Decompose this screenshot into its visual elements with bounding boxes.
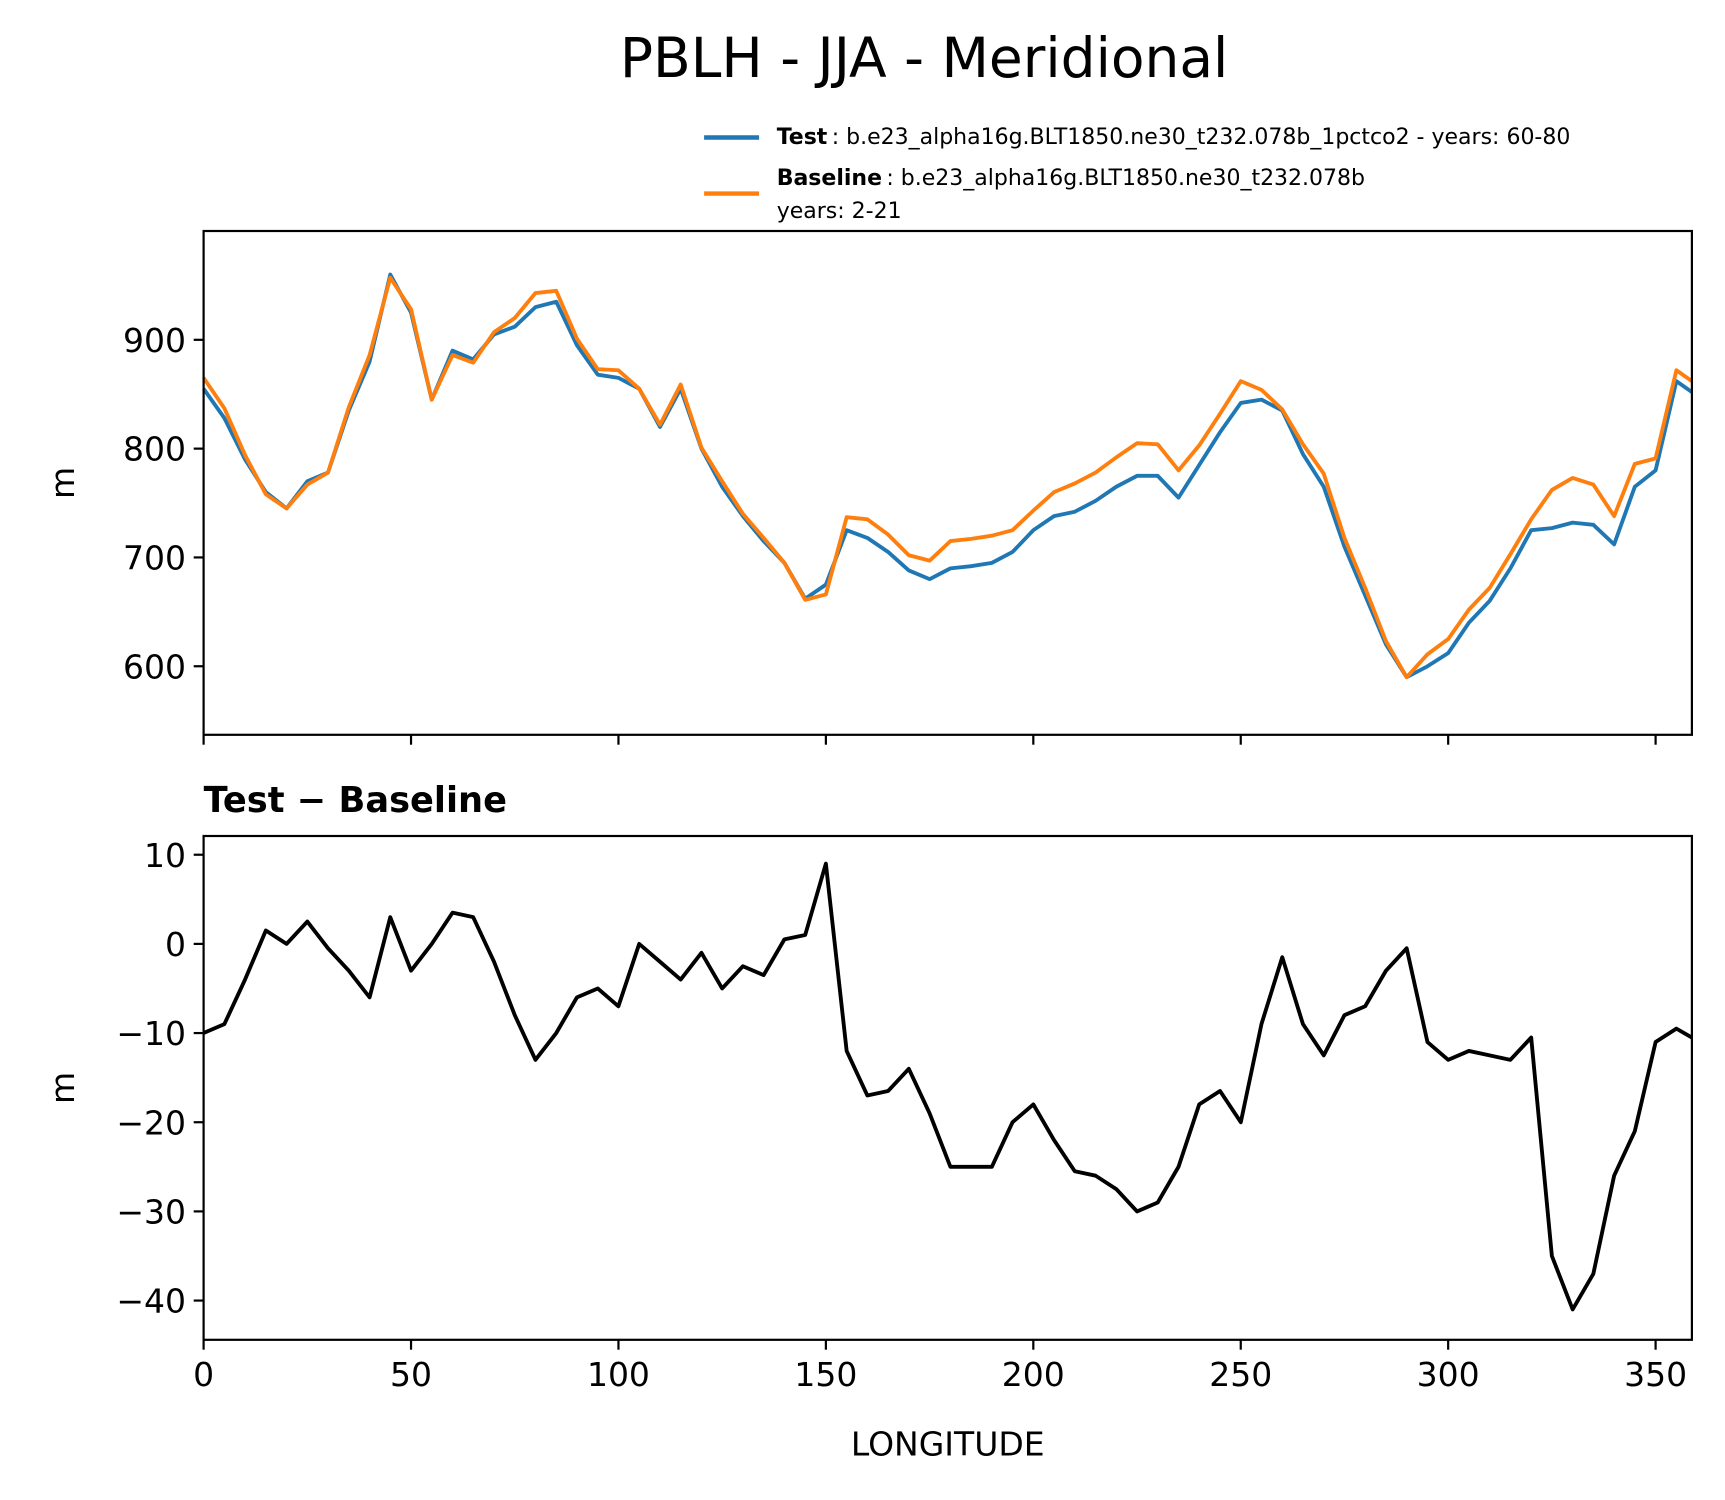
y-tick-label: 10 (144, 836, 186, 875)
axes-frame (202, 229, 1694, 736)
x-axis-label: LONGITUDE (851, 1424, 1045, 1463)
legend-entry: Test: b.e23_alpha16g.BLT1850.ne30_t232.0… (777, 125, 1571, 150)
x-tick-label: 0 (193, 1355, 214, 1394)
y-tick-label: 800 (123, 430, 186, 469)
figure-title: PBLH - JJA - Meridional (620, 26, 1228, 90)
data-line (202, 272, 1694, 680)
x-tick-label: 200 (1002, 1355, 1065, 1394)
legend-description: : b.e23_alpha16g.BLT1850.ne30_t232.078b (886, 166, 1365, 191)
y-axis-label: m (43, 1072, 82, 1104)
data-line (202, 861, 1693, 1312)
y-tick-label: 900 (123, 321, 186, 360)
x-tick-label: 50 (390, 1355, 432, 1394)
x-tick-label: 150 (794, 1355, 857, 1394)
data-line (202, 275, 1694, 680)
subplot-title: Test − Baseline (204, 780, 507, 821)
y-tick-label: −30 (116, 1192, 186, 1231)
axes-frame (202, 834, 1694, 1341)
legend-name: Test (777, 125, 828, 150)
legend-name: Baseline (777, 166, 882, 191)
y-axis-label: m (43, 467, 82, 499)
y-tick-label: −40 (116, 1282, 186, 1321)
legend-entry: Baseline: b.e23_alpha16g.BLT1850.ne30_t2… (777, 166, 1365, 191)
y-tick-label: −10 (116, 1014, 186, 1053)
legend-description: years: 2-21 (777, 199, 902, 224)
x-tick-label: 350 (1624, 1355, 1687, 1394)
x-tick-label: 100 (587, 1355, 650, 1394)
x-tick-label: 300 (1417, 1355, 1480, 1394)
y-tick-label: 0 (165, 925, 186, 964)
legend-description: : b.e23_alpha16g.BLT1850.ne30_t232.078b_… (832, 125, 1571, 150)
y-tick-label: −20 (116, 1103, 186, 1142)
y-tick-label: 600 (123, 647, 186, 686)
x-tick-label: 250 (1209, 1355, 1272, 1394)
y-tick-label: 700 (123, 539, 186, 578)
